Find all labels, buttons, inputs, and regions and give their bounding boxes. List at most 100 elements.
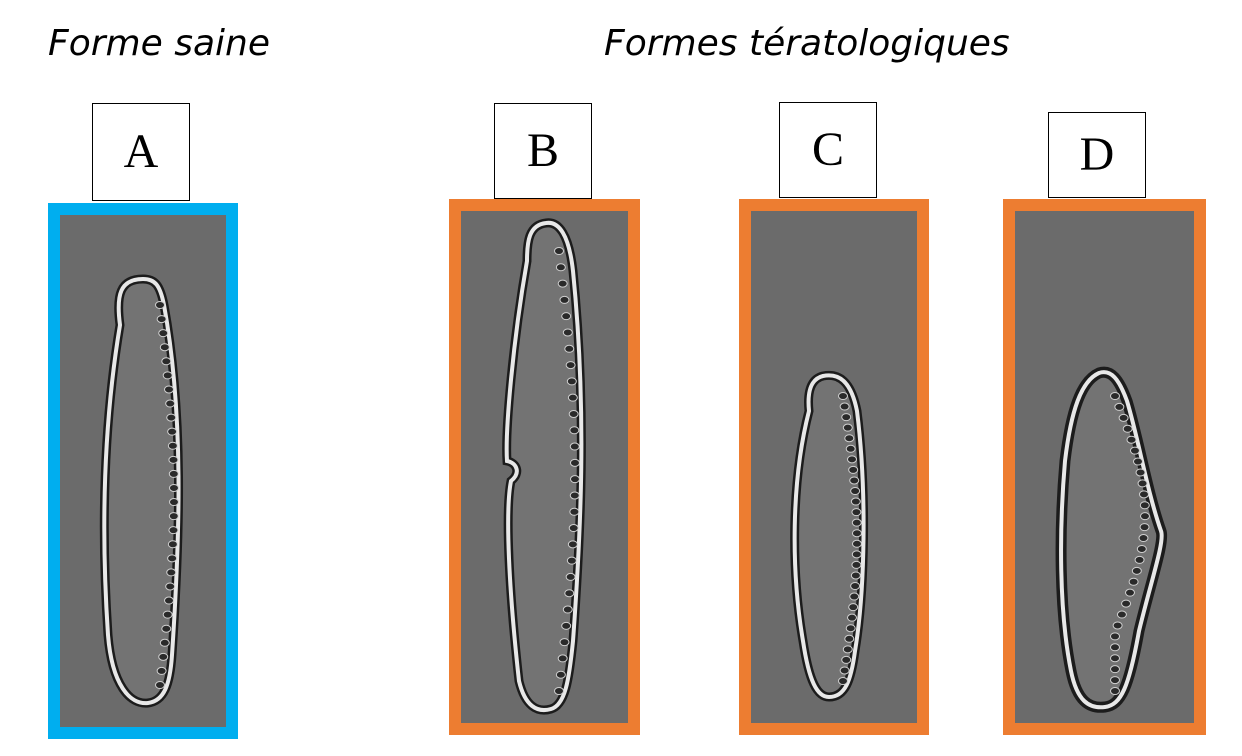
stria-dot	[569, 475, 580, 484]
stria-dot	[850, 582, 861, 590]
stria-dot	[159, 343, 170, 352]
stria-dot	[846, 613, 857, 622]
stria-dot	[838, 392, 848, 400]
teratological-diatom-b-image	[461, 211, 628, 723]
stria-dot	[849, 476, 860, 485]
stria-dot	[557, 279, 568, 288]
stria-dot	[158, 329, 169, 338]
stria-dot	[168, 512, 179, 521]
stria-dot	[555, 670, 566, 679]
stria-dot	[1138, 490, 1149, 499]
stria-dot	[166, 413, 177, 422]
stria-dot	[839, 402, 850, 411]
stria-dot	[850, 571, 861, 580]
label-b: B	[494, 103, 592, 199]
stria-dot	[1138, 534, 1149, 543]
stria-dot	[1110, 643, 1120, 652]
stria-dot	[166, 568, 177, 577]
stria-dot	[568, 409, 579, 418]
stria-dot	[559, 295, 570, 304]
stria-dot	[155, 681, 165, 689]
stria-dot	[846, 455, 857, 464]
stria-dot	[1131, 566, 1142, 575]
stria-dot	[850, 497, 861, 506]
stria-dot	[567, 540, 578, 549]
stria-dot	[851, 539, 862, 548]
stria-dot	[569, 507, 580, 516]
stria-dot	[1110, 392, 1120, 400]
panel-d-teratological-diatom	[1003, 199, 1206, 735]
stria-dot	[850, 487, 861, 495]
stria-dot	[168, 455, 179, 464]
stria-dot	[559, 638, 570, 647]
stria-dot	[568, 524, 579, 533]
stria-dot	[165, 582, 176, 591]
stria-dot	[567, 393, 578, 402]
stria-dot	[569, 442, 580, 451]
stria-dot	[1134, 555, 1145, 564]
stria-dot	[1118, 413, 1129, 422]
stria-dot	[1110, 687, 1120, 695]
stria-dot	[1139, 512, 1150, 521]
heading-teratological-forms: Formes tératologiques	[604, 23, 1010, 64]
stria-dot	[167, 427, 178, 436]
heading-healthy-form: Forme saine	[48, 23, 270, 64]
stria-dot	[841, 655, 852, 664]
stria-dot	[168, 526, 179, 535]
stria-dot	[1139, 501, 1150, 510]
stria-dot	[844, 634, 855, 643]
teratological-diatom-d-image	[1015, 211, 1194, 723]
stria-dot	[1114, 402, 1125, 411]
stria-dot	[1125, 588, 1135, 597]
stria-dot	[844, 434, 855, 443]
stria-dot	[162, 371, 173, 380]
stria-dot	[561, 621, 572, 630]
stria-dot	[555, 263, 566, 272]
stria-dot	[851, 518, 862, 527]
stria-dot	[842, 645, 853, 654]
stria-dot	[839, 666, 850, 675]
stria-dot	[557, 654, 568, 663]
stria-dot	[163, 596, 174, 605]
panel-a-healthy-diatom	[48, 203, 238, 739]
stria-dot	[1126, 435, 1137, 444]
stria-dot	[565, 361, 576, 370]
stria-dot	[561, 312, 572, 321]
stria-dot	[569, 491, 580, 500]
stria-dot	[838, 677, 848, 685]
stria-dot	[156, 315, 167, 324]
stria-dot	[566, 377, 577, 386]
stria-dot	[167, 540, 178, 549]
stria-dot	[562, 328, 573, 337]
stria-dot	[564, 589, 575, 598]
stria-dot	[842, 423, 853, 432]
stria-dot	[1128, 577, 1139, 586]
stria-dot	[168, 469, 179, 478]
stria-dot	[848, 603, 859, 612]
stria-dot	[848, 465, 859, 474]
stria-dot	[162, 610, 173, 619]
label-d: D	[1048, 112, 1146, 198]
label-a: A	[92, 103, 190, 201]
stria-dot	[851, 560, 862, 569]
stria-dot	[849, 592, 860, 601]
stria-dot	[1122, 424, 1133, 433]
stria-dot	[851, 508, 862, 517]
stria-dot	[1132, 457, 1143, 466]
stria-dot	[1139, 523, 1150, 532]
stria-dot	[566, 556, 577, 565]
stria-dot	[562, 605, 573, 614]
stria-dot	[569, 458, 580, 467]
stria-dot	[167, 554, 178, 563]
stria-dot	[1137, 479, 1148, 488]
stria-dot	[845, 624, 856, 633]
stria-dot	[1110, 676, 1120, 685]
teratological-diatom-c-image	[751, 211, 917, 723]
stria-dot	[554, 247, 564, 255]
stria-dot	[851, 529, 862, 538]
stria-dot	[163, 385, 174, 394]
stria-dot	[158, 652, 169, 661]
stria-dot	[565, 572, 576, 581]
panel-c-teratological-diatom	[739, 199, 929, 735]
healthy-diatom-image	[60, 215, 226, 727]
